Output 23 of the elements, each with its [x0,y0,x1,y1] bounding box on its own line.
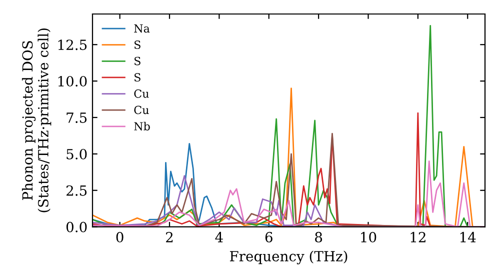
x-tick-label: 10 [361,232,376,242]
legend-label: S [134,56,140,66]
y-tick-label: 5.0 [66,148,87,160]
legend-label: Cu [134,89,149,98]
y-tick-label: 10.0 [58,76,87,87]
x-axis-title: Frequency (THz) [230,250,348,264]
legend-label: S [134,40,140,49]
x-tick-label: 8 [315,232,322,242]
y-tick-label: 2.5 [66,185,87,196]
y-tick-label: 0.0 [66,222,87,232]
x-tick-label: 14 [460,232,476,242]
legend-label: Na [134,24,150,33]
x-tick-label: 6 [265,232,272,242]
legend-label: S [134,73,140,82]
y-tick-label: 12.5 [58,40,87,50]
y-tick-label: 7.5 [66,112,87,123]
legend-label: Cu [134,106,149,114]
legend-label: Nb [134,122,150,130]
x-tick-label: 12 [410,232,426,242]
y-axis-title: Phonon projected DOS (States/THz·primitive cell) [22,28,52,212]
x-tick-label: 2 [166,232,173,242]
x-tick-label: 4 [215,232,223,242]
x-tick-label: 0 [116,232,124,242]
